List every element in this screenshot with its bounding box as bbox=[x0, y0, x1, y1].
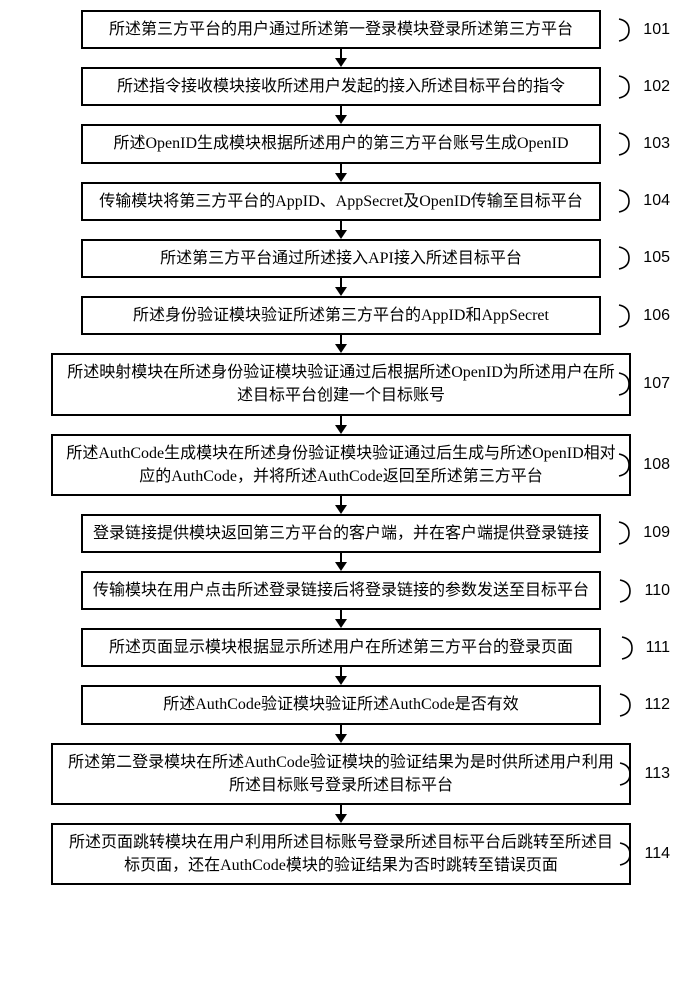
step-label: 114 bbox=[618, 839, 670, 869]
flow-arrow bbox=[334, 221, 348, 239]
flow-arrow bbox=[334, 496, 348, 514]
flow-arrow bbox=[334, 164, 348, 182]
step-box: 所述身份验证模块验证所述第三方平台的AppID和AppSecret bbox=[81, 296, 601, 335]
flow-step: 所述OpenID生成模块根据所述用户的第三方平台账号生成OpenID 103 bbox=[0, 124, 682, 163]
down-arrow-icon bbox=[334, 610, 348, 628]
flow-step: 传输模块在用户点击所述登录链接后将登录链接的参数发送至目标平台 110 bbox=[0, 571, 682, 610]
down-arrow-icon bbox=[334, 221, 348, 239]
step-number: 109 bbox=[643, 524, 670, 542]
flow-arrow bbox=[334, 278, 348, 296]
flow-arrow bbox=[334, 106, 348, 124]
flow-arrow bbox=[334, 667, 348, 685]
step-number: 105 bbox=[643, 249, 670, 267]
flow-arrow bbox=[334, 335, 348, 353]
step-number: 106 bbox=[643, 307, 670, 325]
flow-arrow bbox=[334, 553, 348, 571]
step-curve-icon bbox=[617, 450, 639, 480]
flow-step: 所述AuthCode验证模块验证所述AuthCode是否有效 112 bbox=[0, 685, 682, 724]
step-box: 所述映射模块在所述身份验证模块验证通过后根据所述OpenID为所述用户在所述目标… bbox=[51, 353, 631, 415]
flow-arrow bbox=[334, 805, 348, 823]
step-curve-icon bbox=[617, 301, 639, 331]
step-label: 105 bbox=[617, 243, 670, 273]
step-label: 103 bbox=[617, 129, 670, 159]
step-box: 所述页面显示模块根据显示所述用户在所述第三方平台的登录页面 bbox=[81, 628, 601, 667]
down-arrow-icon bbox=[334, 416, 348, 434]
down-arrow-icon bbox=[334, 667, 348, 685]
down-arrow-icon bbox=[334, 335, 348, 353]
step-label: 106 bbox=[617, 301, 670, 331]
down-arrow-icon bbox=[334, 553, 348, 571]
step-curve-icon bbox=[617, 72, 639, 102]
step-curve-icon bbox=[617, 15, 639, 45]
step-number: 114 bbox=[644, 845, 670, 863]
step-curve-icon bbox=[617, 186, 639, 216]
step-curve-icon bbox=[618, 839, 640, 869]
flow-step: 所述映射模块在所述身份验证模块验证通过后根据所述OpenID为所述用户在所述目标… bbox=[0, 353, 682, 415]
step-number: 108 bbox=[643, 456, 670, 474]
step-number: 107 bbox=[643, 375, 670, 393]
flow-arrow bbox=[334, 725, 348, 743]
step-box: 所述OpenID生成模块根据所述用户的第三方平台账号生成OpenID bbox=[81, 124, 601, 163]
step-number: 104 bbox=[643, 192, 670, 210]
flow-step: 所述第三方平台的用户通过所述第一登录模块登录所述第三方平台 101 bbox=[0, 10, 682, 49]
step-label: 113 bbox=[618, 759, 670, 789]
flow-arrow bbox=[334, 416, 348, 434]
flow-step: 所述指令接收模块接收所述用户发起的接入所述目标平台的指令 102 bbox=[0, 67, 682, 106]
step-curve-icon bbox=[617, 518, 639, 548]
flowchart: 所述第三方平台的用户通过所述第一登录模块登录所述第三方平台 101 所述指令接收… bbox=[0, 10, 682, 885]
step-box: 所述AuthCode生成模块在所述身份验证模块验证通过后生成与所述OpenID相… bbox=[51, 434, 631, 496]
step-box: 所述第三方平台通过所述接入API接入所述目标平台 bbox=[81, 239, 601, 278]
down-arrow-icon bbox=[334, 725, 348, 743]
step-label: 110 bbox=[618, 576, 670, 606]
flow-step: 所述第三方平台通过所述接入API接入所述目标平台 105 bbox=[0, 239, 682, 278]
step-curve-icon bbox=[617, 129, 639, 159]
step-number: 102 bbox=[643, 78, 670, 96]
step-box: 所述第三方平台的用户通过所述第一登录模块登录所述第三方平台 bbox=[81, 10, 601, 49]
step-number: 110 bbox=[644, 582, 670, 600]
down-arrow-icon bbox=[334, 496, 348, 514]
step-box: 传输模块将第三方平台的AppID、AppSecret及OpenID传输至目标平台 bbox=[81, 182, 601, 221]
step-box: 所述页面跳转模块在用户利用所述目标账号登录所述目标平台后跳转至所述目标页面，还在… bbox=[51, 823, 631, 885]
step-label: 112 bbox=[618, 690, 670, 720]
step-curve-icon bbox=[618, 759, 640, 789]
flow-step: 传输模块将第三方平台的AppID、AppSecret及OpenID传输至目标平台… bbox=[0, 182, 682, 221]
flow-arrow bbox=[334, 49, 348, 67]
step-box: 所述第二登录模块在所述AuthCode验证模块的验证结果为是时供所述用户利用所述… bbox=[51, 743, 631, 805]
step-number: 101 bbox=[643, 21, 670, 39]
flow-step: 所述身份验证模块验证所述第三方平台的AppID和AppSecret 106 bbox=[0, 296, 682, 335]
step-curve-icon bbox=[618, 690, 640, 720]
down-arrow-icon bbox=[334, 805, 348, 823]
step-curve-icon bbox=[618, 576, 640, 606]
step-label: 101 bbox=[617, 15, 670, 45]
step-label: 111 bbox=[620, 633, 670, 663]
flow-arrow bbox=[334, 610, 348, 628]
flow-step: 所述AuthCode生成模块在所述身份验证模块验证通过后生成与所述OpenID相… bbox=[0, 434, 682, 496]
down-arrow-icon bbox=[334, 278, 348, 296]
flow-step: 所述页面跳转模块在用户利用所述目标账号登录所述目标平台后跳转至所述目标页面，还在… bbox=[0, 823, 682, 885]
flow-step: 所述页面显示模块根据显示所述用户在所述第三方平台的登录页面 111 bbox=[0, 628, 682, 667]
step-box: 传输模块在用户点击所述登录链接后将登录链接的参数发送至目标平台 bbox=[81, 571, 601, 610]
step-number: 111 bbox=[646, 639, 670, 657]
step-box: 所述指令接收模块接收所述用户发起的接入所述目标平台的指令 bbox=[81, 67, 601, 106]
down-arrow-icon bbox=[334, 49, 348, 67]
down-arrow-icon bbox=[334, 106, 348, 124]
step-label: 107 bbox=[617, 369, 670, 399]
step-box: 所述AuthCode验证模块验证所述AuthCode是否有效 bbox=[81, 685, 601, 724]
step-curve-icon bbox=[617, 369, 639, 399]
step-label: 109 bbox=[617, 518, 670, 548]
step-label: 108 bbox=[617, 450, 670, 480]
step-number: 112 bbox=[644, 696, 670, 714]
step-curve-icon bbox=[617, 243, 639, 273]
down-arrow-icon bbox=[334, 164, 348, 182]
step-number: 103 bbox=[643, 135, 670, 153]
step-label: 104 bbox=[617, 186, 670, 216]
step-curve-icon bbox=[620, 633, 642, 663]
flow-step: 登录链接提供模块返回第三方平台的客户端，并在客户端提供登录链接 109 bbox=[0, 514, 682, 553]
flow-step: 所述第二登录模块在所述AuthCode验证模块的验证结果为是时供所述用户利用所述… bbox=[0, 743, 682, 805]
step-box: 登录链接提供模块返回第三方平台的客户端，并在客户端提供登录链接 bbox=[81, 514, 601, 553]
step-label: 102 bbox=[617, 72, 670, 102]
step-number: 113 bbox=[644, 765, 670, 783]
